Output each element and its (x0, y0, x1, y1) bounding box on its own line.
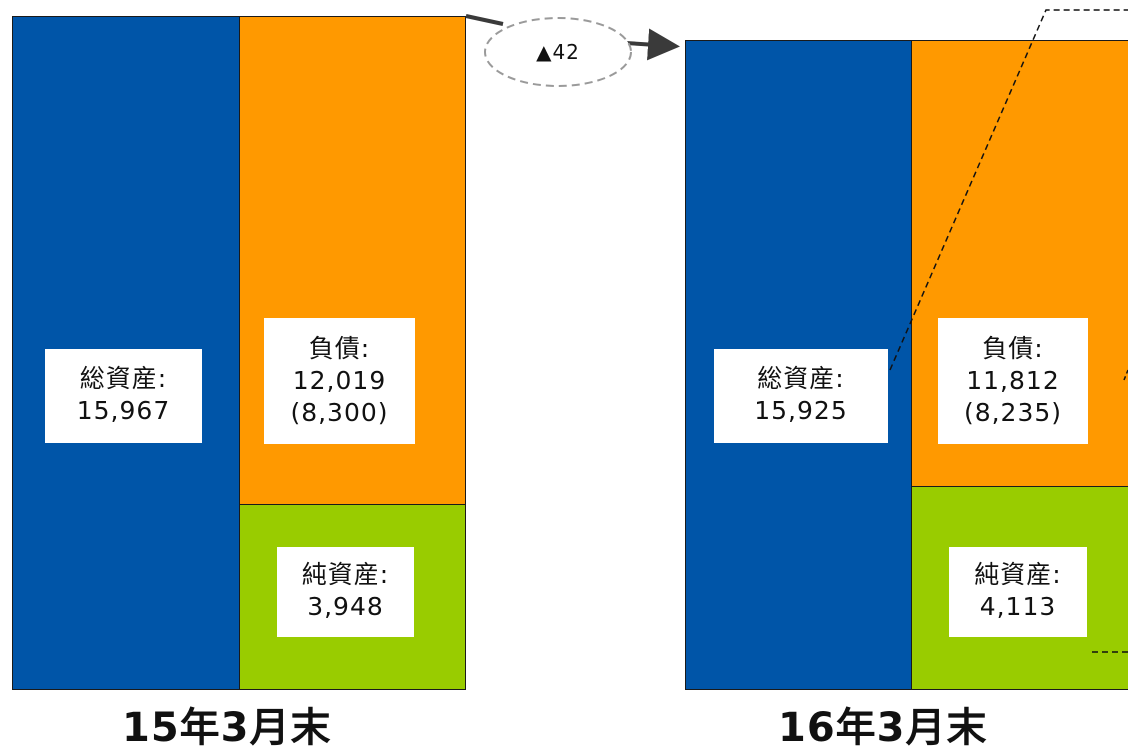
p1-total-assets-value: 15,967 (76, 396, 171, 425)
p2-net-assets-label: 純資産: 4,113 (949, 547, 1087, 637)
p2-net-assets-title: 純資産: (974, 560, 1062, 589)
p1-total-assets-title: 総資産: (79, 364, 168, 393)
change-arrow-start (465, 14, 504, 26)
p1-liabilities-sub: (8,300) (290, 398, 389, 427)
change-ellipse (484, 17, 632, 87)
p2-net-assets-value: 4,113 (979, 592, 1057, 621)
p1-liabilities-label: 負債: 12,019 (8,300) (264, 318, 415, 444)
period1-label: 15年3月末 (122, 705, 332, 751)
callout-dashed-line-top (889, 9, 1128, 371)
p2-liabilities-value: 11,812 (966, 366, 1060, 395)
callout-dashed-line-mid (1123, 369, 1128, 381)
change-arrow-end (625, 28, 680, 61)
p1-net-assets-label: 純資産: 3,948 (277, 547, 414, 637)
p2-liabilities-sub: (8,235) (963, 398, 1063, 427)
p1-net-assets-value: 3,948 (307, 592, 384, 621)
p2-total-assets-label: 総資産: 15,925 (714, 349, 888, 443)
p1-liabilities-title: 負債: (308, 334, 371, 363)
p1-net-assets-title: 純資産: (301, 560, 390, 589)
p1-liabilities-value: 12,019 (292, 366, 387, 395)
period2-label: 16年3月末 (778, 705, 988, 751)
p2-liabilities-title: 負債: (982, 334, 1044, 363)
p2-total-assets-value: 15,925 (754, 396, 848, 425)
p2-total-assets-title: 総資産: (757, 364, 845, 393)
change-label: ▲42 (536, 40, 580, 64)
p2-liabilities-label: 負債: 11,812 (8,235) (938, 318, 1088, 444)
p1-total-assets-label: 総資産: 15,967 (45, 349, 202, 443)
